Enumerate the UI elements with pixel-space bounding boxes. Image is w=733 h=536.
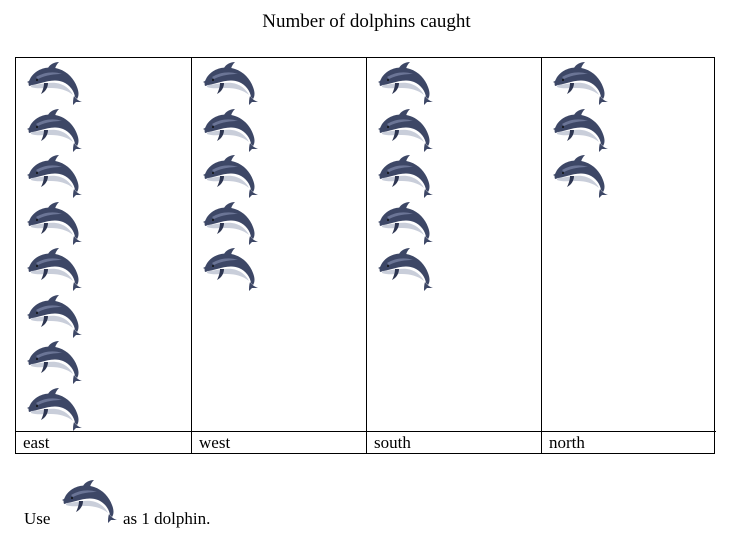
dolphin-icon: [26, 201, 82, 245]
dolphin-icon: [26, 294, 82, 338]
key-legend: Use as 1 dolphin.: [24, 476, 424, 528]
plot-area-north: [542, 58, 716, 432]
dolphin-icon: [26, 247, 82, 291]
column-west: west: [191, 58, 366, 453]
dolphin-icon: [377, 154, 433, 198]
plot-area-south: [367, 58, 541, 432]
dolphin-icon: [377, 247, 433, 291]
dolphin-icon: [202, 61, 258, 105]
dolphin-icon: [202, 247, 258, 291]
category-label-south: south: [367, 431, 541, 453]
dolphin-icon: [26, 340, 82, 384]
category-label-north: north: [542, 431, 716, 453]
dolphin-icon: [552, 61, 608, 105]
dolphin-icon: [202, 108, 258, 152]
dolphin-icon: [377, 108, 433, 152]
column-north: north: [541, 58, 716, 453]
dolphin-icon: [202, 201, 258, 245]
dolphin-icon: [202, 154, 258, 198]
chart-title: Number of dolphins caught: [262, 11, 471, 32]
dolphin-icon: [26, 108, 82, 152]
dolphin-icon: [26, 61, 82, 105]
category-label-east: east: [16, 431, 191, 453]
dolphin-icon: [552, 154, 608, 198]
key-prefix: Use: [24, 509, 51, 528]
plot-area-east: [16, 58, 191, 432]
key-suffix: as 1 dolphin.: [123, 509, 211, 528]
column-south: south: [366, 58, 541, 453]
category-label-west: west: [192, 431, 366, 453]
dolphin-icon: [26, 154, 82, 198]
dolphin-icon: [61, 479, 117, 523]
dolphin-icon: [552, 108, 608, 152]
pictograph-chart: east west south north: [15, 57, 716, 454]
dolphin-icon: [377, 201, 433, 245]
dolphin-icon: [377, 61, 433, 105]
column-east: east: [16, 58, 191, 453]
plot-area-west: [192, 58, 366, 432]
dolphin-icon: [26, 387, 82, 431]
